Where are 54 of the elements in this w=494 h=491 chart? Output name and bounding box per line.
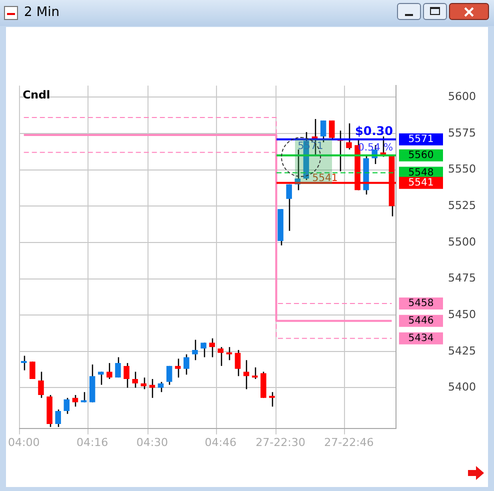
annotation: $0.30 [355,124,393,138]
annotation: Cndl [22,88,50,102]
candlestick [38,371,44,398]
ref-line-label: 5548 [408,167,434,178]
candlestick [166,365,172,386]
x-tick-label: 27-22:30 [256,436,306,449]
candlestick [184,354,190,376]
data-label: 5434 [408,332,434,344]
ref-line-label: 5541 [408,178,434,189]
candlestick [72,394,78,408]
x-tick-label: 04:00 [8,436,40,449]
annotation: 5541 [312,173,338,184]
candlestick [286,184,292,232]
candlestick [346,122,352,150]
candlestick [115,356,121,378]
candlestick [124,362,130,388]
candlestick [269,391,275,408]
y-tick-label: 5450 [448,308,476,321]
candlestick [140,376,147,390]
candlestick [252,366,258,380]
candlestick [320,120,326,143]
ref-line-label: 5571 [408,134,434,145]
y-tick-label: 5500 [448,235,476,248]
candlestick [200,342,206,358]
y-tick-label: 5475 [448,272,476,285]
y-tick-label: 5600 [448,90,476,104]
candlestick [30,360,36,380]
candlestick [328,120,335,140]
x-tick-label: 27-22:46 [324,436,374,449]
x-tick-label: 04:46 [204,436,236,449]
candlestick [106,362,112,380]
y-tick-label: 5525 [448,199,476,212]
candlestick [132,371,138,388]
ref-line-label: 5560 [408,150,434,161]
candlestick [98,371,104,386]
x-tick-label: 04:30 [136,436,168,449]
candlestick [55,408,61,428]
y-tick-label: 5400 [448,380,476,394]
y-tick-label: 5550 [448,162,476,176]
data-label: 5446 [408,316,434,327]
y-tick-label: 5425 [448,344,476,358]
candlestick [209,338,215,358]
chart-title: 2 Min [24,5,60,20]
candlestick [234,349,241,377]
y-tick-label: 5575 [448,126,476,140]
x-tick-label: 04:16 [76,436,108,449]
candlestick [64,397,70,414]
data-label: 5458 [408,298,434,310]
candlestick [20,355,27,371]
candlestick [226,346,232,361]
candlestick [218,346,224,367]
candlestick [192,339,198,361]
candlestick [80,391,87,403]
candlestick [174,358,181,378]
